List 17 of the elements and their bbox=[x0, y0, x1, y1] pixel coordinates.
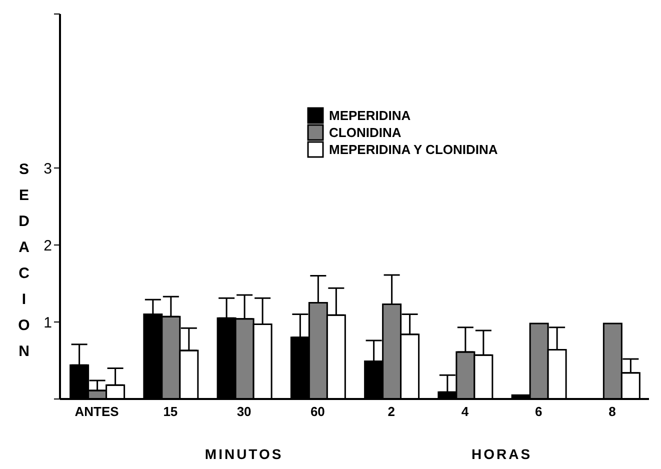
x-tick-label: 15 bbox=[163, 404, 178, 420]
x-tick-label: 2 bbox=[388, 404, 395, 420]
legend-label: CLONIDINA bbox=[329, 125, 402, 140]
y-tick-label: 2 bbox=[44, 237, 52, 254]
y-axis-title: SEDACION bbox=[18, 161, 30, 360]
x-tick-label: ANTES bbox=[74, 404, 120, 420]
x-tick-label: 8 bbox=[608, 404, 616, 420]
y-tick-label: 3 bbox=[44, 160, 52, 178]
legend-label: MEPERIDINA Y CLONIDINA bbox=[329, 142, 498, 157]
x-tick-label: 60 bbox=[310, 404, 325, 420]
x-tick-label: 6 bbox=[534, 404, 542, 420]
text: HORAS bbox=[471, 446, 532, 462]
x-tick-label: 30 bbox=[236, 404, 252, 420]
x-tick-label: 4 bbox=[461, 404, 470, 420]
y-tick-label: 1 bbox=[44, 314, 52, 332]
legend-label: MEPERIDINA bbox=[329, 108, 412, 123]
text: MINUTOS bbox=[204, 446, 284, 462]
